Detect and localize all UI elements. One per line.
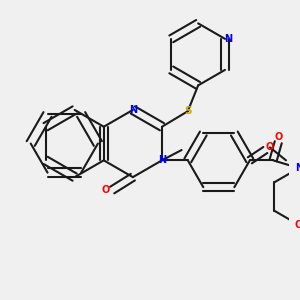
Text: O: O xyxy=(266,142,274,152)
Text: N: N xyxy=(129,105,137,115)
Text: S: S xyxy=(184,106,192,116)
Text: O: O xyxy=(295,220,300,230)
Text: N: N xyxy=(158,155,166,165)
Text: N: N xyxy=(295,163,300,173)
Text: O: O xyxy=(274,132,282,142)
Text: N: N xyxy=(224,34,232,44)
Text: O: O xyxy=(102,185,110,195)
